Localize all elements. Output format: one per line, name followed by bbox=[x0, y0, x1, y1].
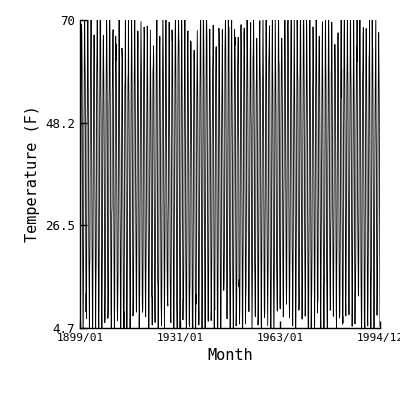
Y-axis label: Temperature (F): Temperature (F) bbox=[24, 106, 40, 242]
X-axis label: Month: Month bbox=[207, 348, 253, 364]
